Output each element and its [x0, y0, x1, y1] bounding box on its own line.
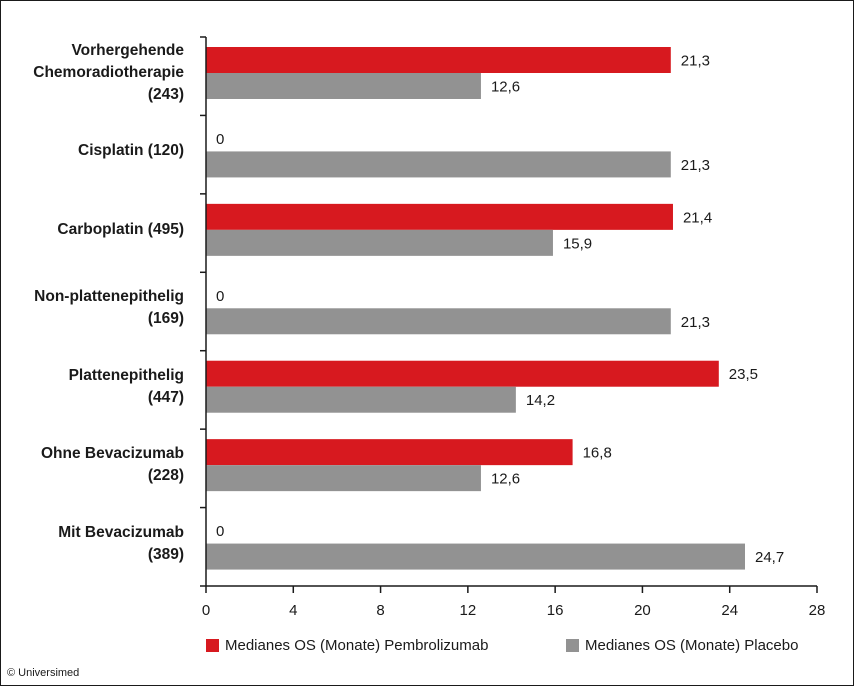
value-label: 12,6 [491, 471, 520, 488]
category-label-line: Carboplatin (495) [57, 220, 184, 238]
category-label-line: Plattenepithelig [68, 366, 184, 384]
bar-placebo [206, 229, 553, 256]
category-label-line: (228) [147, 467, 184, 485]
category-label: Ohne Bevacizumab (228) [41, 443, 184, 487]
category-label-line: (243) [147, 86, 184, 103]
legend-swatch-placebo [566, 639, 579, 652]
bar-pembrolizumab [206, 439, 573, 466]
legend: Medianes OS (Monate) Pembrolizumab Media… [206, 637, 846, 657]
value-label: 23,5 [729, 366, 758, 383]
bar-pembrolizumab [206, 203, 673, 230]
category-label-line: Ohne Bevacizumab [41, 445, 184, 463]
legend-label-placebo: Medianes OS (Monate) Placebo [585, 637, 799, 654]
bar-pembrolizumab [206, 360, 719, 387]
category-label-line: (447) [147, 388, 184, 406]
bar-placebo [206, 465, 481, 492]
category-label: Mit Bevacizumab (389) [58, 522, 184, 566]
category-label: Non-plattenepithelig (169) [34, 286, 184, 330]
category-label: Carboplatin (495) [57, 219, 184, 241]
x-tick-label: 20 [634, 602, 651, 619]
category-label-line: Non-plattenepithelig [34, 288, 184, 306]
bar-placebo [206, 386, 516, 413]
value-label: 12,6 [491, 79, 520, 96]
value-label: 21,4 [683, 209, 712, 226]
x-tick-label: 8 [376, 602, 384, 619]
bar-placebo [206, 308, 671, 335]
legend-swatch-pembrolizumab [206, 639, 219, 652]
category-label-line: (389) [147, 545, 184, 563]
category-label-line: Vorhergehende [71, 42, 184, 59]
bar-placebo [206, 151, 671, 178]
x-tick-label: 28 [809, 602, 826, 619]
bar-pembrolizumab [206, 47, 671, 73]
x-tick-label: 24 [721, 602, 738, 619]
x-tick-label: 12 [460, 602, 477, 619]
category-label: Plattenepithelig (447) [69, 365, 184, 409]
x-tick-label: 4 [289, 602, 297, 619]
category-label-line: Chemoradiotherapie [33, 64, 184, 81]
value-label: 21,3 [681, 314, 710, 331]
legend-label-pembrolizumab: Medianes OS (Monate) Pembrolizumab [225, 637, 489, 654]
value-label: 14,2 [526, 392, 555, 409]
x-tick-label: 16 [547, 602, 564, 619]
copyright-note: © Universimed [7, 667, 80, 679]
category-label: Vorhergehende Chemoradiotherapie (243) [33, 40, 184, 106]
legend-item-placebo: Medianes OS (Monate) Placebo [566, 637, 798, 654]
value-label: 16,8 [583, 445, 612, 462]
value-label: 0 [216, 523, 224, 540]
value-label: 15,9 [563, 235, 592, 252]
category-label-line: Cisplatin (120) [78, 142, 184, 160]
x-tick-label: 0 [202, 602, 210, 619]
value-label: 24,7 [755, 549, 784, 566]
value-label: 21,3 [681, 53, 710, 70]
bar-placebo [206, 73, 481, 99]
category-label-line: (169) [147, 310, 184, 328]
bar-placebo [206, 543, 745, 570]
value-label: 0 [216, 288, 224, 305]
category-label-line: Mit Bevacizumab [58, 523, 184, 541]
legend-item-pembrolizumab: Medianes OS (Monate) Pembrolizumab [206, 637, 488, 654]
value-label: 0 [216, 131, 224, 148]
value-label: 21,3 [681, 157, 710, 174]
category-label: Cisplatin (120) [78, 140, 184, 162]
